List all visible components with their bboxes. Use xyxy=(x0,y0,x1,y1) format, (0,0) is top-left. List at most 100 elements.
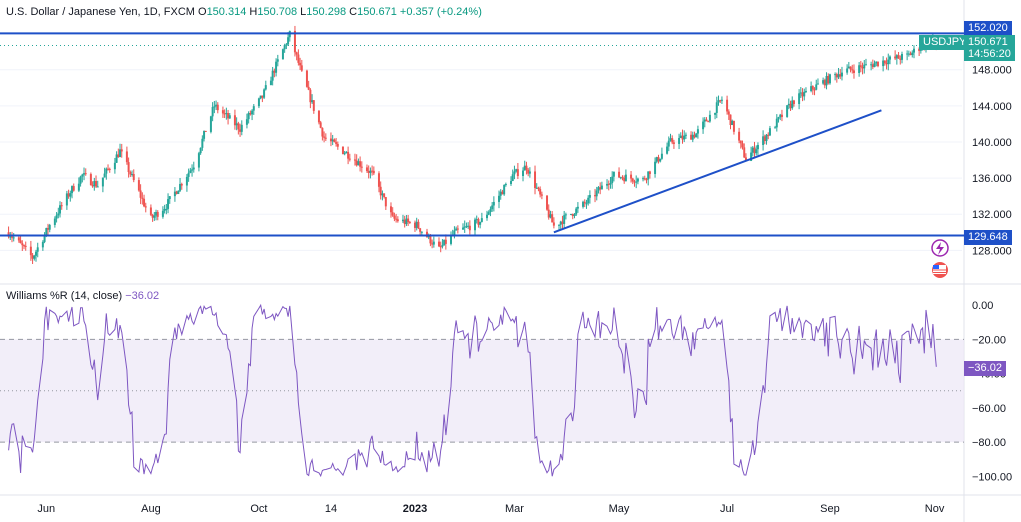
candle-body xyxy=(7,232,10,237)
candle-body xyxy=(35,251,38,256)
candle-body xyxy=(618,171,621,178)
candle-body xyxy=(101,177,104,187)
candle-body xyxy=(619,177,622,179)
candle-body xyxy=(347,151,350,159)
candle-body xyxy=(834,74,837,76)
candle-body xyxy=(77,183,80,191)
williams-band xyxy=(0,338,964,443)
candle-body xyxy=(515,169,518,172)
candle-body xyxy=(909,53,912,56)
candle-body xyxy=(474,219,477,231)
candle-body xyxy=(300,65,303,71)
candle-body xyxy=(321,127,324,137)
candle-body xyxy=(576,206,579,209)
candle-body xyxy=(403,219,406,225)
candle-body xyxy=(846,68,849,73)
candle-body xyxy=(108,168,111,170)
wr-tick-label: −80.00 xyxy=(972,437,1006,449)
candle-body xyxy=(47,228,50,230)
candle-body xyxy=(599,187,602,190)
candle-body xyxy=(825,75,828,86)
candle-body xyxy=(180,183,183,186)
candle-body xyxy=(419,228,422,232)
candle-body xyxy=(525,165,528,170)
candle-body xyxy=(323,136,326,138)
candle-body xyxy=(813,89,816,91)
candle-body xyxy=(249,113,252,115)
flag-icon[interactable] xyxy=(932,262,948,278)
candle-body xyxy=(275,61,278,73)
candle-body xyxy=(513,171,516,175)
candle-body xyxy=(595,190,598,197)
candle-body xyxy=(828,74,831,84)
candle-body xyxy=(732,120,735,132)
candle-body xyxy=(185,176,188,186)
axes: 128.000 132.000 136.000 140.000 144.000 148.0… xyxy=(37,65,1012,515)
candle-body xyxy=(156,212,159,217)
candle-body xyxy=(504,183,507,185)
candle-body xyxy=(371,170,374,172)
candle-body xyxy=(179,183,182,191)
candle-body xyxy=(335,142,338,144)
trend-line xyxy=(553,109,882,234)
candle-body xyxy=(582,201,585,207)
candle-body xyxy=(71,186,74,194)
candle-body xyxy=(359,161,362,167)
time-tick-label: 2023 xyxy=(403,503,427,515)
candle-body xyxy=(41,241,44,248)
candle-body xyxy=(811,86,814,90)
candle-body xyxy=(729,114,732,126)
candle-body xyxy=(744,157,747,161)
candle-body xyxy=(305,70,308,87)
candle-body xyxy=(702,121,705,130)
candle-body xyxy=(11,236,14,238)
candle-body xyxy=(239,129,242,132)
candle-body xyxy=(161,210,164,217)
candle-body xyxy=(441,245,444,247)
candle-body xyxy=(815,84,818,90)
candle-body xyxy=(763,136,766,142)
candle-body xyxy=(228,115,231,119)
candle-body xyxy=(681,135,684,140)
candle-body xyxy=(523,165,526,171)
candle-body xyxy=(501,191,504,195)
candle-body xyxy=(463,226,466,228)
candle-body xyxy=(367,170,370,173)
candle-body xyxy=(353,159,356,161)
candle-body xyxy=(906,53,909,55)
candle-body xyxy=(858,65,861,74)
close-label: C xyxy=(349,6,358,18)
candle-body xyxy=(425,231,428,238)
candle-body xyxy=(479,221,482,225)
indicator-header[interactable]: Williams %R (14, close) −36.02 xyxy=(6,290,159,302)
lower-level-tag: 129.648 xyxy=(964,230,1012,245)
candle-body xyxy=(803,91,806,97)
candle-body xyxy=(871,64,874,68)
price-tag: 150.671 14:56:20 xyxy=(964,35,1015,61)
candle-body xyxy=(67,193,70,197)
candle-body xyxy=(336,143,339,147)
candle-body xyxy=(583,201,586,204)
candle-body xyxy=(276,59,279,62)
candle-body xyxy=(203,130,206,139)
wr-tick-label: −100.00 xyxy=(972,471,1012,483)
candle-body xyxy=(767,134,770,136)
candle-body xyxy=(835,74,838,78)
candle-body xyxy=(876,61,879,67)
candle-body xyxy=(822,80,825,84)
candle-body xyxy=(731,120,734,126)
time-tick-label: Nov xyxy=(925,503,945,515)
candle-body xyxy=(657,157,660,162)
candle-body xyxy=(107,168,110,170)
candle-body xyxy=(57,213,60,216)
candle-body xyxy=(534,171,537,188)
candle-body xyxy=(546,195,549,210)
candle-body xyxy=(197,153,200,168)
candle-body xyxy=(65,193,68,206)
candle-body xyxy=(612,171,615,177)
candle-body xyxy=(791,100,794,109)
candle-body xyxy=(804,90,807,92)
lightning-icon[interactable] xyxy=(931,239,949,257)
candle-body xyxy=(120,149,123,152)
